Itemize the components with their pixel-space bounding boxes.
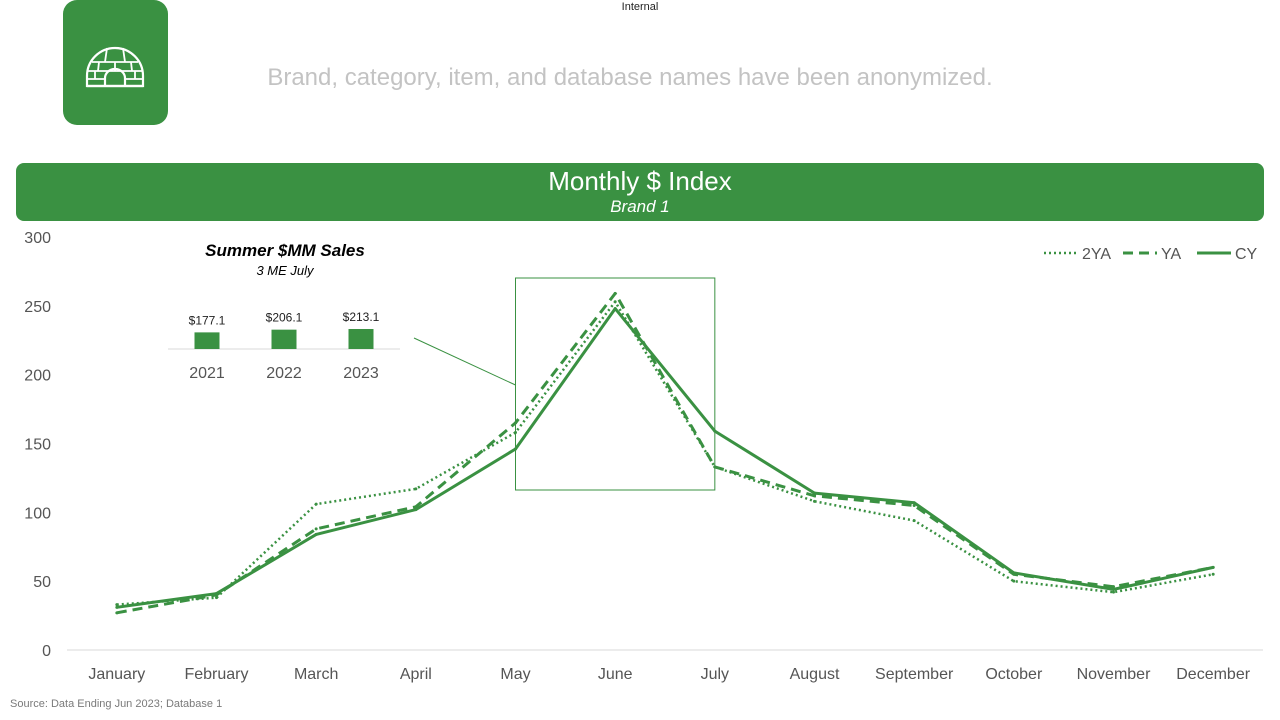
data-point-2ya <box>1012 579 1016 583</box>
data-point-ya <box>514 421 517 425</box>
inset-category-label: 2022 <box>266 365 302 382</box>
legend-label-ya: YA <box>1161 246 1181 263</box>
data-point-cy <box>215 592 218 596</box>
data-point-2ya <box>1112 590 1115 594</box>
inset-bar-label: $206.1 <box>266 311 303 325</box>
data-point-cy <box>1112 587 1115 591</box>
data-point-2ya <box>613 300 617 304</box>
data-point-cy <box>115 605 119 609</box>
data-point-ya <box>314 527 318 531</box>
chart-subtitle: Brand 1 <box>610 197 670 216</box>
data-point-ya <box>1112 585 1115 589</box>
data-point-ya <box>713 465 717 469</box>
data-point-cy <box>514 447 517 451</box>
y-tick-label: 200 <box>24 368 51 385</box>
x-tick-label: December <box>1176 666 1250 683</box>
data-point-cy <box>414 508 418 512</box>
data-point-cy <box>613 307 617 311</box>
inset-title: Summer $MM Sales <box>205 241 365 260</box>
data-point-2ya <box>314 502 318 506</box>
brand-logo <box>63 0 168 125</box>
data-point-cy <box>813 491 816 495</box>
inset-bar <box>194 332 220 349</box>
y-tick-label: 100 <box>24 505 51 522</box>
highlight-box <box>515 277 716 491</box>
legend-label-cy: CY <box>1235 246 1258 263</box>
data-point-2ya <box>813 499 816 503</box>
y-tick-label: 300 <box>24 230 51 247</box>
y-tick-label: 0 <box>42 643 51 660</box>
x-tick-label: October <box>985 666 1043 683</box>
x-tick-label: March <box>294 666 338 683</box>
data-point-ya <box>613 291 617 295</box>
data-point-cy <box>1012 571 1016 575</box>
data-point-cy <box>912 501 916 505</box>
inset-bar-label: $177.1 <box>189 313 226 327</box>
inset-category-label: 2021 <box>189 365 225 382</box>
source-note: Source: Data Ending Jun 2023; Database 1 <box>10 698 223 710</box>
anonymization-disclaimer: Brand, category, item, and database name… <box>267 64 993 91</box>
x-tick-label: November <box>1077 666 1151 683</box>
inset-bar <box>348 329 374 349</box>
y-tick-label: 150 <box>24 437 51 454</box>
inset-category-label: 2023 <box>343 365 379 382</box>
data-point-ya <box>115 611 119 615</box>
data-point-2ya <box>215 596 218 600</box>
igloo-icon <box>85 46 145 88</box>
x-tick-label: January <box>88 666 145 683</box>
x-tick-label: May <box>500 666 530 683</box>
data-point-ya <box>813 494 816 498</box>
x-tick-label: June <box>598 666 633 683</box>
data-point-2ya <box>912 519 916 523</box>
y-tick-label: 50 <box>33 574 51 591</box>
x-tick-label: July <box>701 666 729 683</box>
data-point-2ya <box>414 487 418 491</box>
inset-bar <box>271 329 297 349</box>
x-tick-label: February <box>184 666 248 683</box>
data-point-cy <box>713 429 717 433</box>
data-point-cy <box>1211 565 1215 569</box>
x-tick-label: April <box>400 666 432 683</box>
chart-title-banner: Monthly $ Index Brand 1 <box>16 163 1264 221</box>
series-line-cy <box>116 307 1214 609</box>
inset-subtitle: 3 ME July <box>256 263 314 278</box>
x-tick-label: September <box>875 666 954 683</box>
highlight-connector <box>413 337 516 386</box>
y-tick-label: 250 <box>24 299 51 316</box>
data-point-2ya <box>115 603 119 607</box>
data-point-2ya <box>1211 572 1215 576</box>
inset-bar-label: $213.1 <box>343 310 380 324</box>
legend-label-2ya: 2YA <box>1082 246 1111 263</box>
classification-label: Internal <box>621 1 659 13</box>
data-point-cy <box>314 532 318 536</box>
x-tick-label: August <box>790 666 840 683</box>
chart-title: Monthly $ Index <box>548 166 732 196</box>
data-point-2ya <box>514 430 517 434</box>
